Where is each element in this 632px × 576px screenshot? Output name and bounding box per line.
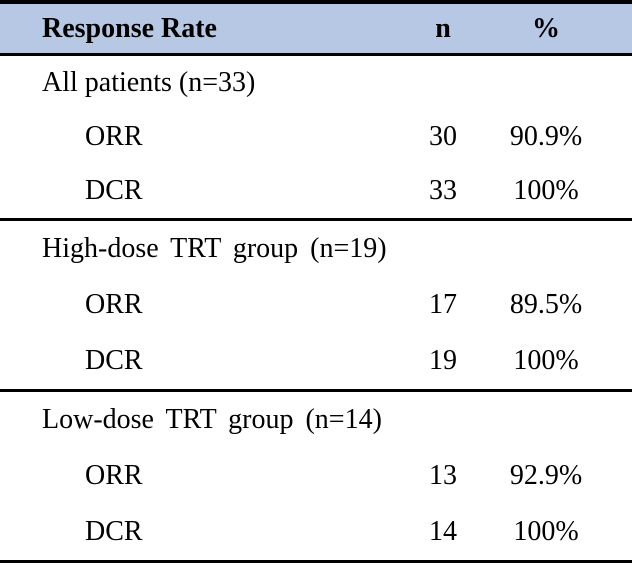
section-high-dose-trt: High-dose TRT group (n=19) ORR 17 89.5% …	[0, 221, 632, 392]
header-response-rate: Response Rate	[42, 12, 217, 44]
metric-label: DCR	[85, 345, 143, 376]
metric-n: 30	[429, 121, 457, 152]
group-label-row: High-dose TRT group (n=19)	[0, 221, 632, 277]
metric-percent: 92.9%	[509, 460, 583, 491]
metric-label: DCR	[85, 175, 143, 206]
metric-n: 19	[429, 345, 457, 376]
section-low-dose-trt: Low-dose TRT group (n=14) ORR 13 92.9% D…	[0, 392, 632, 563]
metric-percent: 100%	[513, 345, 579, 376]
metric-percent: 100%	[513, 175, 579, 206]
header-percent: %	[532, 12, 560, 44]
section-all-patients: All patients (n=33) ORR 30 90.9% DCR 33 …	[0, 56, 632, 221]
metric-label: ORR	[85, 121, 143, 152]
table-row-dcr: DCR 33 100%	[0, 164, 632, 218]
group-label-row: Low-dose TRT group (n=14)	[0, 392, 632, 448]
table-header-row: Response Rate n %	[0, 4, 632, 56]
metric-percent: 90.9%	[509, 121, 583, 152]
metric-n: 13	[429, 460, 457, 491]
metric-label: ORR	[85, 289, 143, 320]
metric-n: 14	[429, 516, 457, 547]
header-n: n	[435, 12, 451, 44]
table-row-dcr: DCR 19 100%	[0, 333, 632, 389]
table-row-orr: ORR 13 92.9%	[0, 448, 632, 504]
metric-n: 33	[429, 175, 457, 206]
group-label: All patients (n=33)	[42, 67, 256, 98]
metric-percent: 89.5%	[509, 289, 583, 320]
table-row-dcr: DCR 14 100%	[0, 504, 632, 560]
metric-n: 17	[429, 289, 457, 320]
group-label: Low-dose TRT group (n=14)	[42, 404, 382, 435]
metric-percent: 100%	[513, 516, 579, 547]
group-label-row: All patients (n=33)	[0, 56, 632, 110]
group-label: High-dose TRT group (n=19)	[42, 233, 387, 264]
table-row-orr: ORR 17 89.5%	[0, 277, 632, 333]
metric-label: ORR	[85, 460, 143, 491]
table-row-orr: ORR 30 90.9%	[0, 110, 632, 164]
metric-label: DCR	[85, 516, 143, 547]
